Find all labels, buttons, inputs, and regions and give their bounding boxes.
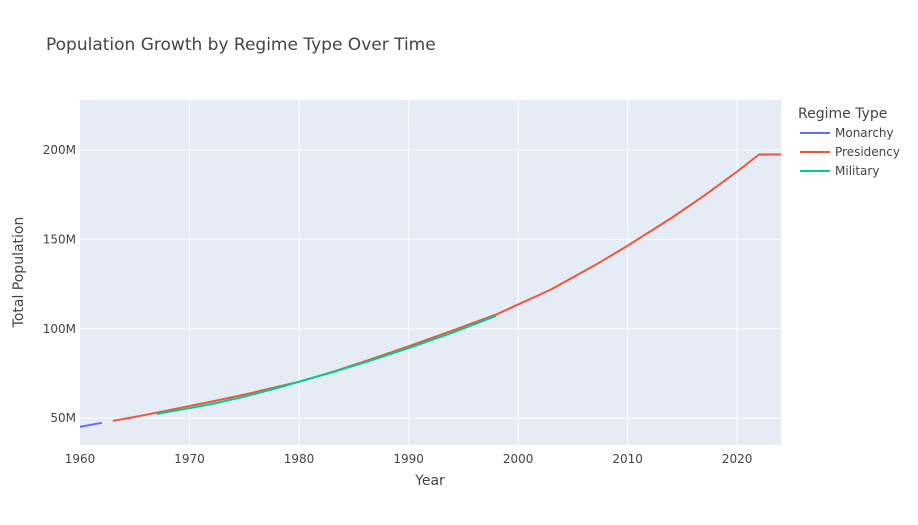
y-tick-label: 150M <box>43 232 76 246</box>
y-tick-label: 50M <box>50 411 76 425</box>
x-tick-label: 1970 <box>174 452 205 466</box>
y-axis-ticks: 50M 100M 150M 200M <box>43 143 76 425</box>
series-lines <box>79 153 781 428</box>
x-tick-label: 1990 <box>393 452 424 466</box>
grid-lines <box>80 100 781 445</box>
x-tick-label: 2020 <box>722 452 753 466</box>
x-tick-label: 2010 <box>612 452 643 466</box>
x-tick-label: 1960 <box>65 452 96 466</box>
plot-area <box>80 100 781 445</box>
chart-title: Population Growth by Regime Type Over Ti… <box>46 35 436 55</box>
legend-label-military: Military <box>835 164 879 178</box>
legend-title: Regime Type <box>798 106 887 122</box>
series-line-monarchy <box>79 421 103 428</box>
x-tick-label: 1980 <box>284 452 315 466</box>
x-axis-ticks: 1960 1970 1980 1990 2000 2010 2020 <box>65 452 753 466</box>
legend-label-presidency: Presidency <box>835 145 900 159</box>
legend-label-monarchy: Monarchy <box>835 126 894 140</box>
series-line-military <box>156 314 497 415</box>
y-axis-title: Total Population <box>11 217 27 329</box>
x-axis-title: Year <box>414 473 445 489</box>
y-tick-label: 100M <box>43 322 76 336</box>
x-tick-label: 2000 <box>503 452 534 466</box>
legend: Regime Type Monarchy Presidency Military <box>798 106 900 178</box>
y-tick-label: 200M <box>43 143 76 157</box>
series-line-presidency <box>145 153 781 416</box>
series-line-presidency <box>112 413 146 422</box>
